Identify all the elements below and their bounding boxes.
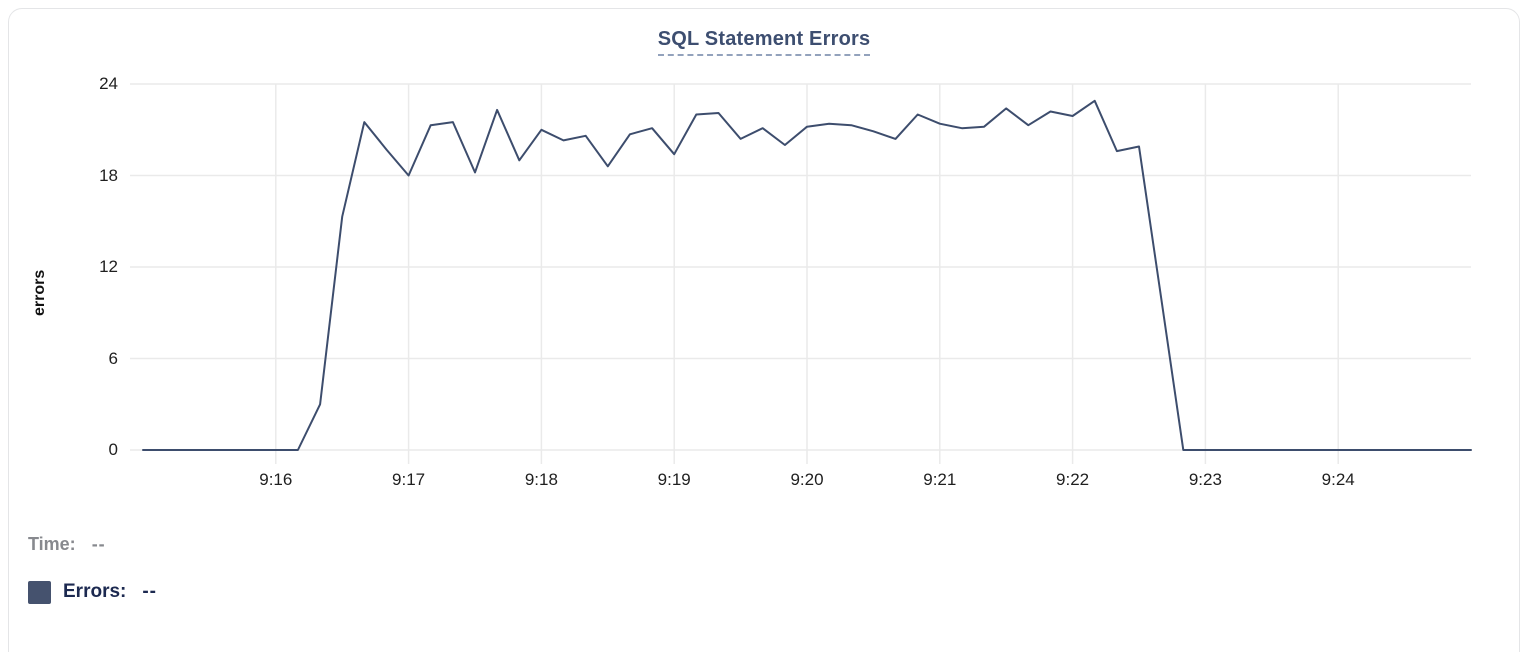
legend-errors-value: -- xyxy=(142,581,158,602)
x-tick-label: 9:21 xyxy=(923,470,957,489)
x-tick-label: 9:20 xyxy=(790,470,824,489)
x-tick-label: 9:17 xyxy=(392,470,426,489)
legend-errors-label: Errors: xyxy=(63,581,127,602)
legend-time-row: Time: -- xyxy=(28,532,157,556)
x-tick-label: 9:23 xyxy=(1188,470,1222,489)
y-tick-label: 6 xyxy=(108,348,118,368)
x-tick-label: 9:18 xyxy=(524,470,558,489)
y-tick-label: 0 xyxy=(108,440,118,459)
errors-series-swatch xyxy=(28,580,51,604)
x-tick-label: 9:22 xyxy=(1056,470,1090,489)
legend-time-value: -- xyxy=(91,533,106,554)
chart-plot-area[interactable] xyxy=(0,0,1528,510)
chart-card xyxy=(8,8,1520,652)
chart-title[interactable]: SQL Statement Errors xyxy=(657,28,871,56)
legend-time-label: Time: xyxy=(28,533,76,554)
y-tick-label: 18 xyxy=(99,165,118,185)
x-tick-label: 9:24 xyxy=(1321,470,1355,489)
chart-title-row: SQL Statement Errors xyxy=(0,28,1528,56)
y-tick-label: 24 xyxy=(99,74,118,93)
x-tick-label: 9:16 xyxy=(259,470,293,489)
y-axis-label-text: errors xyxy=(31,269,48,316)
errors-series-line[interactable] xyxy=(142,99,1472,451)
legend-errors-row: Errors: -- xyxy=(28,580,157,604)
x-tick-label: 9:19 xyxy=(657,470,691,489)
hover-legend: Time: -- Errors: -- xyxy=(28,532,157,604)
y-tick-label: 12 xyxy=(99,257,118,276)
